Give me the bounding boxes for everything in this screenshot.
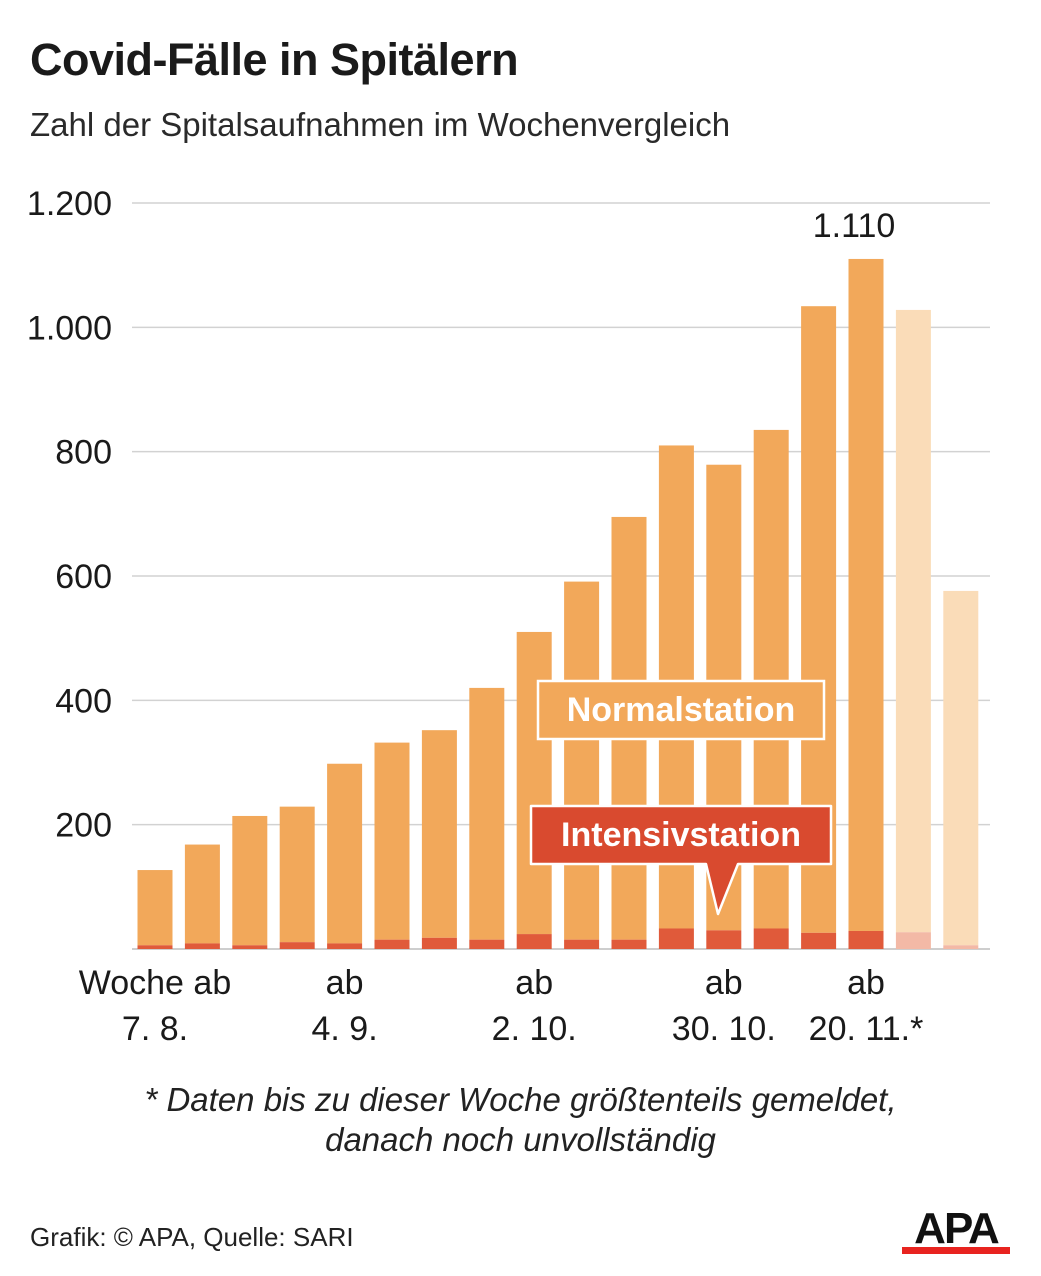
y-tick-label: 400 <box>55 682 112 720</box>
chart-title: Covid-Fälle in Spitälern <box>30 34 519 85</box>
legend-normalstation-label: Normalstation <box>567 691 796 729</box>
bar-intensivstation <box>232 945 268 949</box>
apa-logo: APA <box>902 1205 1010 1254</box>
footnote-line-1: * Daten bis zu dieser Woche größtenteils… <box>144 1081 897 1118</box>
bar-intensivstation <box>184 943 220 949</box>
bar-normalstation <box>421 730 457 938</box>
bar-intensivstation <box>421 937 457 949</box>
bar-normalstation <box>469 687 505 940</box>
bar-normalstation <box>943 590 979 946</box>
bar-normalstation <box>895 309 931 933</box>
bar-intensivstation <box>706 930 742 949</box>
bar-normalstation <box>516 631 552 935</box>
bar-normalstation <box>374 742 410 940</box>
x-tick-label: 7. 8. <box>122 1010 188 1048</box>
bar-intensivstation <box>895 932 931 949</box>
bar-intensivstation <box>658 928 694 949</box>
bar-intensivstation <box>753 928 789 949</box>
y-tick-label: 1.000 <box>27 309 112 347</box>
bar-intensivstation <box>848 930 884 949</box>
chart-subtitle: Zahl der Spitalsaufnahmen im Wochenvergl… <box>30 106 731 143</box>
bar-chart: 200 400 600 800 1.000 1.200 1.110 Woche ab 7. 8.… <box>27 185 990 1048</box>
y-tick-label: 200 <box>55 807 112 845</box>
y-tick-label: 1.200 <box>27 185 112 223</box>
bar-normalstation <box>137 870 173 946</box>
bar-normalstation <box>327 763 363 944</box>
x-tick-label: 20. 11.* <box>809 1010 924 1048</box>
bar-intensivstation <box>943 945 979 949</box>
legend-intensivstation-callout <box>529 804 833 916</box>
bar-normalstation <box>184 844 220 944</box>
x-tick-label: ab <box>326 964 364 1002</box>
x-tick-label: Woche ab <box>79 964 231 1002</box>
x-tick-label: 2. 10. <box>492 1010 577 1048</box>
bar-intensivstation <box>374 939 410 949</box>
footnote-line-2: danach noch unvollständig <box>325 1121 716 1158</box>
bar-intensivstation <box>279 942 315 949</box>
svg-text:APA: APA <box>914 1205 999 1253</box>
bar-normalstation <box>848 258 884 931</box>
x-tick-label: ab <box>705 964 743 1002</box>
legend-intensivstation-label: Intensivstation <box>561 816 801 854</box>
x-tick-label: ab <box>847 964 885 1002</box>
bar-normalstation <box>232 815 268 946</box>
value-label: 1.110 <box>813 207 896 245</box>
footnote: * Daten bis zu dieser Woche größtenteils… <box>0 1080 1041 1160</box>
legend-normalstation-box <box>536 679 826 741</box>
bar-intensivstation <box>137 945 173 949</box>
bar-intensivstation <box>564 939 600 949</box>
bar-intensivstation <box>801 932 837 949</box>
x-tick-label: 4. 9. <box>312 1010 378 1048</box>
bar-normalstation <box>279 806 315 943</box>
y-tick-label: 600 <box>55 558 112 596</box>
x-tick-label: 30. 10. <box>672 1010 776 1048</box>
x-tick-label: ab <box>515 964 553 1002</box>
source-credit: Grafik: © APA, Quelle: SARI <box>30 1222 354 1252</box>
bar-intensivstation <box>611 939 647 949</box>
bar-intensivstation <box>516 934 552 949</box>
y-tick-label: 800 <box>55 434 112 472</box>
bar-normalstation <box>564 581 600 940</box>
bar-intensivstation <box>327 943 363 949</box>
bar-intensivstation <box>469 939 505 949</box>
